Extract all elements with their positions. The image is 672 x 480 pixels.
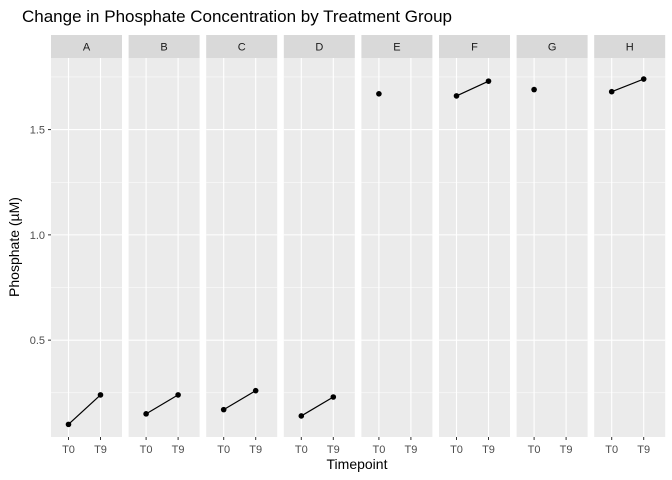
panel-background: [128, 58, 200, 437]
y-axis: 0.5 1.0 1.5: [30, 125, 51, 347]
facet-strip: [439, 35, 510, 58]
data-point-a-t0: [65, 421, 72, 428]
facet-panel-b: B T0 T9: [128, 35, 200, 456]
data-point-f-t9: [485, 78, 492, 84]
facet-strip-label: C: [238, 42, 246, 54]
facet-strip: [361, 35, 433, 58]
data-point-a-t9: [97, 392, 104, 398]
data-point-h-t0: [608, 88, 615, 95]
facet-panel-a: A T0 T9: [51, 35, 122, 456]
facet-strip-label: E: [393, 42, 400, 54]
panel-background: [51, 58, 122, 437]
x-tick-label: T9: [327, 444, 340, 456]
facet-panel-d: D T0 T9: [283, 35, 355, 456]
x-tick-label: T9: [94, 444, 107, 456]
x-tick-label: T0: [217, 444, 230, 456]
x-tick-label: T0: [372, 444, 385, 456]
facet-strip: [283, 35, 355, 58]
panel-background: [439, 58, 510, 437]
x-tick-label: T9: [172, 444, 185, 456]
facet-panel-e: E T0 T9: [361, 35, 433, 456]
data-point-g-t0: [531, 86, 537, 93]
x-tick-label: T9: [482, 444, 495, 456]
panel-background: [361, 58, 433, 437]
facet-strip-label: F: [471, 42, 478, 54]
x-tick-label: T9: [404, 444, 417, 456]
facet-strip-label: D: [315, 42, 323, 54]
panel-background: [516, 58, 588, 437]
y-axis-title: Phosphate (µM): [6, 197, 22, 297]
x-tick-label: T0: [605, 444, 618, 456]
facet-panel-f: F T0 T9: [439, 35, 510, 456]
y-tick-label: 1.0: [30, 230, 45, 242]
series-line: [68, 394, 101, 425]
series-line: [223, 390, 257, 411]
facet-strip: [594, 35, 666, 58]
facet-strip-label: B: [160, 42, 167, 54]
series-line: [611, 78, 644, 93]
panel-background: [206, 58, 278, 437]
x-tick-label: T9: [637, 444, 650, 456]
x-tick-label: T9: [249, 444, 262, 456]
facet-strip: [51, 35, 122, 58]
data-point-c-t0: [220, 406, 227, 413]
series-line: [300, 396, 334, 417]
data-point-h-t9: [640, 76, 647, 82]
data-point-d-t0: [298, 413, 305, 419]
data-point-b-t9: [175, 392, 181, 398]
panel-background: [283, 58, 355, 437]
facet-strip: [516, 35, 588, 58]
x-tick-label: T0: [62, 444, 75, 456]
series-line: [145, 394, 179, 415]
data-point-c-t9: [252, 387, 259, 394]
facet-strip: [128, 35, 200, 58]
data-point-f-t0: [453, 93, 460, 99]
facet-panel-h: H T0 T9: [594, 35, 666, 456]
facet-strip-label: G: [548, 42, 557, 54]
y-tick-label: 0.5: [30, 335, 45, 347]
facet-panel-g: G T0 T9: [516, 35, 588, 456]
facet-strip-label: A: [83, 42, 91, 54]
y-tick-label: 1.5: [30, 125, 45, 137]
data-point-e-t0: [376, 90, 382, 97]
facet-panels: A T0 T9 B T0 T9 C T0 T9 D T0 T9 E T0 T9 F T0 T9 G T0 T9 H T0 T9: [51, 35, 666, 456]
x-axis-title: Timepoint: [327, 456, 388, 472]
facet-panel-c: C T0 T9: [206, 35, 278, 456]
facet-strip: [206, 35, 278, 58]
data-point-b-t0: [143, 411, 149, 417]
x-tick-label: T0: [140, 444, 153, 456]
facet-strip-label: H: [626, 42, 634, 54]
x-tick-label: T0: [450, 444, 463, 456]
data-point-d-t9: [330, 394, 337, 400]
x-tick-label: T9: [560, 444, 573, 456]
panel-background: [594, 58, 666, 437]
x-tick-label: T0: [528, 444, 541, 456]
x-tick-label: T0: [295, 444, 308, 456]
series-line: [456, 80, 489, 97]
chart-title: Change in Phosphate Concentration by Tre…: [22, 7, 452, 26]
